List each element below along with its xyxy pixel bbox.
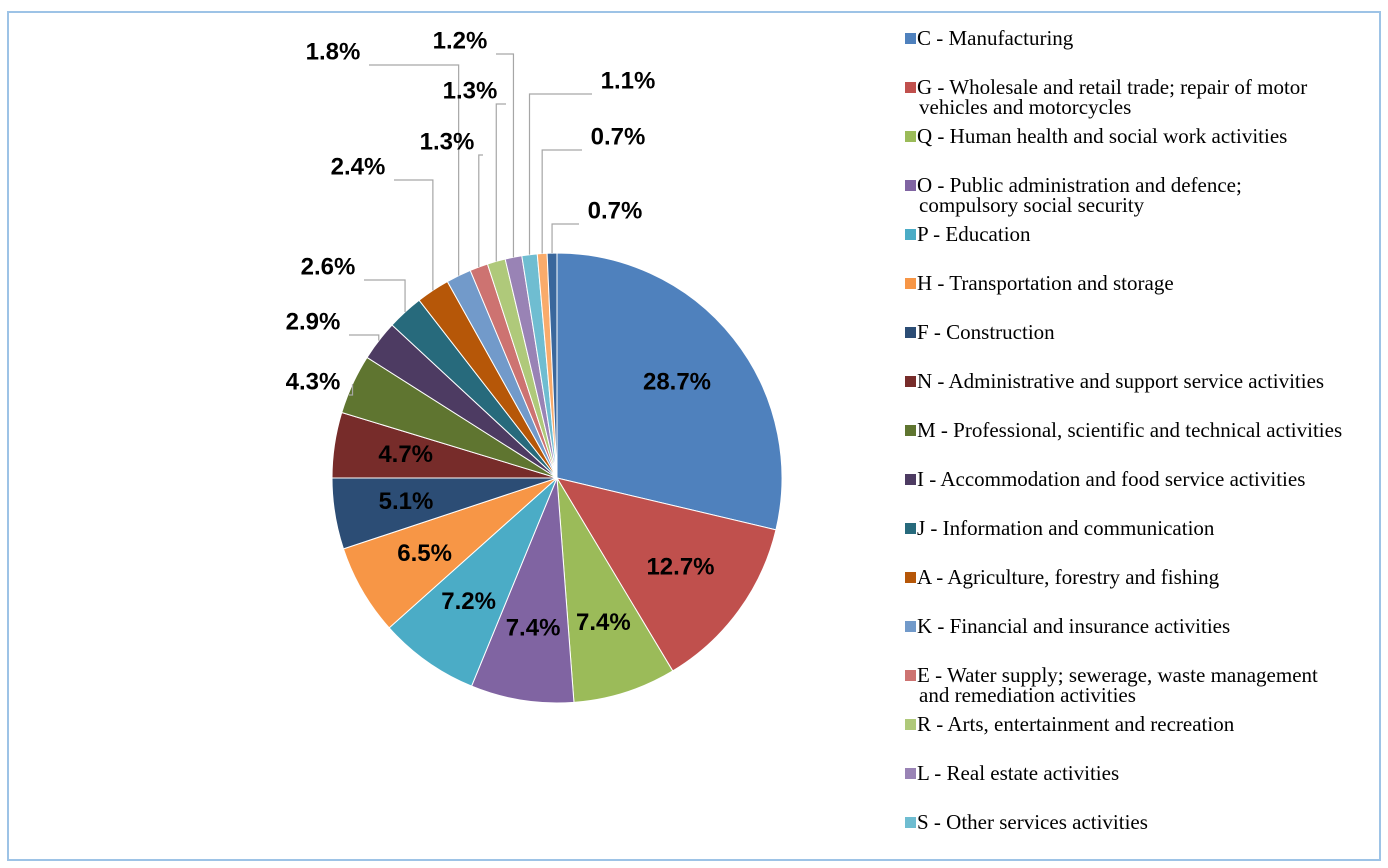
legend-swatch (905, 327, 916, 338)
data-label: 1.3% (420, 128, 475, 155)
legend-item: R - Arts, entertainment and recreation (905, 712, 1345, 736)
data-label: 7.2% (441, 588, 496, 615)
legend-label: K - Financial and insurance activities (917, 614, 1231, 638)
data-label: 0.7% (591, 123, 646, 150)
legend-swatch (905, 131, 916, 142)
pie-slice (556, 252, 783, 531)
legend-swatch (905, 523, 916, 534)
data-label: 2.9% (286, 308, 341, 335)
legend-item: O - Public administration and defence; c… (905, 173, 1345, 217)
legend-label: L - Real estate activities (917, 761, 1120, 785)
legend-swatch (905, 670, 916, 681)
pie-slice (470, 477, 575, 704)
data-label: 7.4% (576, 609, 631, 636)
leader-line (528, 93, 592, 255)
legend-label: P - Education (917, 222, 1031, 246)
leader-line (541, 149, 582, 254)
legend-label: O - Public administration and defence; c… (917, 173, 1242, 217)
legend-swatch (905, 82, 916, 93)
pie-slice (556, 477, 674, 703)
legend-label: M - Professional, scientific and technic… (917, 418, 1343, 442)
data-label: 1.3% (443, 77, 498, 104)
data-label: 4.3% (286, 368, 341, 395)
legend-item: S - Other services activities (905, 810, 1345, 834)
legend-label: I - Accommodation and food service activ… (917, 467, 1306, 491)
legend-label: G - Wholesale and retail trade; repair o… (917, 75, 1308, 119)
leader-line (551, 223, 579, 254)
data-label: 4.7% (378, 441, 433, 468)
legend-swatch (905, 817, 916, 828)
legend-label: R - Arts, entertainment and recreation (917, 712, 1235, 736)
legend-label: N - Administrative and support service a… (917, 369, 1325, 393)
legend-label: H - Transportation and storage (917, 271, 1174, 295)
pie-slice (546, 252, 558, 479)
legend-label: J - Information and communication (917, 516, 1215, 540)
leader-line (349, 384, 354, 396)
data-label: 5.1% (379, 488, 434, 515)
legend-item: N - Administrative and support service a… (905, 369, 1345, 393)
pie-slice (555, 477, 777, 672)
legend-label: A - Agriculture, forestry and fishing (917, 565, 1220, 589)
legend-swatch (905, 719, 916, 730)
legend-item: C - Manufacturing (905, 26, 1345, 50)
leader-line (369, 64, 460, 276)
legend-label: S - Other services activities (917, 810, 1148, 834)
leader-line (495, 103, 506, 262)
legend-swatch (905, 33, 916, 44)
data-label: 7.4% (506, 614, 561, 641)
legend-label: E - Water supply; sewerage, waste manage… (917, 663, 1318, 707)
data-label: 2.6% (301, 253, 356, 280)
data-label: 6.5% (397, 540, 452, 567)
legend-item: M - Professional, scientific and technic… (905, 418, 1345, 442)
legend-item: J - Information and communication (905, 516, 1345, 540)
legend-swatch (905, 425, 916, 436)
legend-item: G - Wholesale and retail trade; repair o… (905, 75, 1345, 119)
legend-item: L - Real estate activities (905, 761, 1345, 785)
pie-slice (388, 477, 558, 687)
data-label: 2.4% (331, 153, 386, 180)
legend-swatch (905, 180, 916, 191)
legend-item: Q - Human health and social work activit… (905, 124, 1345, 148)
legend-label: C - Manufacturing (917, 26, 1074, 50)
legend-item: E - Water supply; sewerage, waste manage… (905, 663, 1345, 707)
legend-label: Q - Human health and social work activit… (917, 124, 1288, 148)
legend-swatch (905, 376, 916, 387)
data-label: 28.7% (643, 368, 711, 395)
legend-item: H - Transportation and storage (905, 271, 1345, 295)
legend-swatch (905, 229, 916, 240)
data-label: 0.7% (588, 197, 643, 224)
legend-swatch (905, 768, 916, 779)
legend-item: F - Construction (905, 320, 1345, 344)
leader-line (364, 279, 406, 313)
legend-swatch (905, 572, 916, 583)
data-label: 1.2% (433, 27, 488, 54)
data-label: 1.1% (601, 67, 656, 94)
legend-item: K - Financial and insurance activities (905, 614, 1345, 638)
legend-swatch (905, 621, 916, 632)
legend-swatch (905, 474, 916, 485)
legend-item: I - Accommodation and food service activ… (905, 467, 1345, 491)
leader-line (349, 334, 380, 341)
leader-line (478, 154, 483, 268)
legend-item: P - Education (905, 222, 1345, 246)
legend-item: A - Agriculture, forestry and fishing (905, 565, 1345, 589)
leader-line (394, 179, 434, 291)
data-label: 12.7% (646, 554, 714, 581)
frame (7, 11, 1381, 861)
data-label: 1.8% (306, 38, 361, 65)
leader-line (496, 53, 515, 258)
legend-swatch (905, 278, 916, 289)
legend-label: F - Construction (917, 320, 1055, 344)
